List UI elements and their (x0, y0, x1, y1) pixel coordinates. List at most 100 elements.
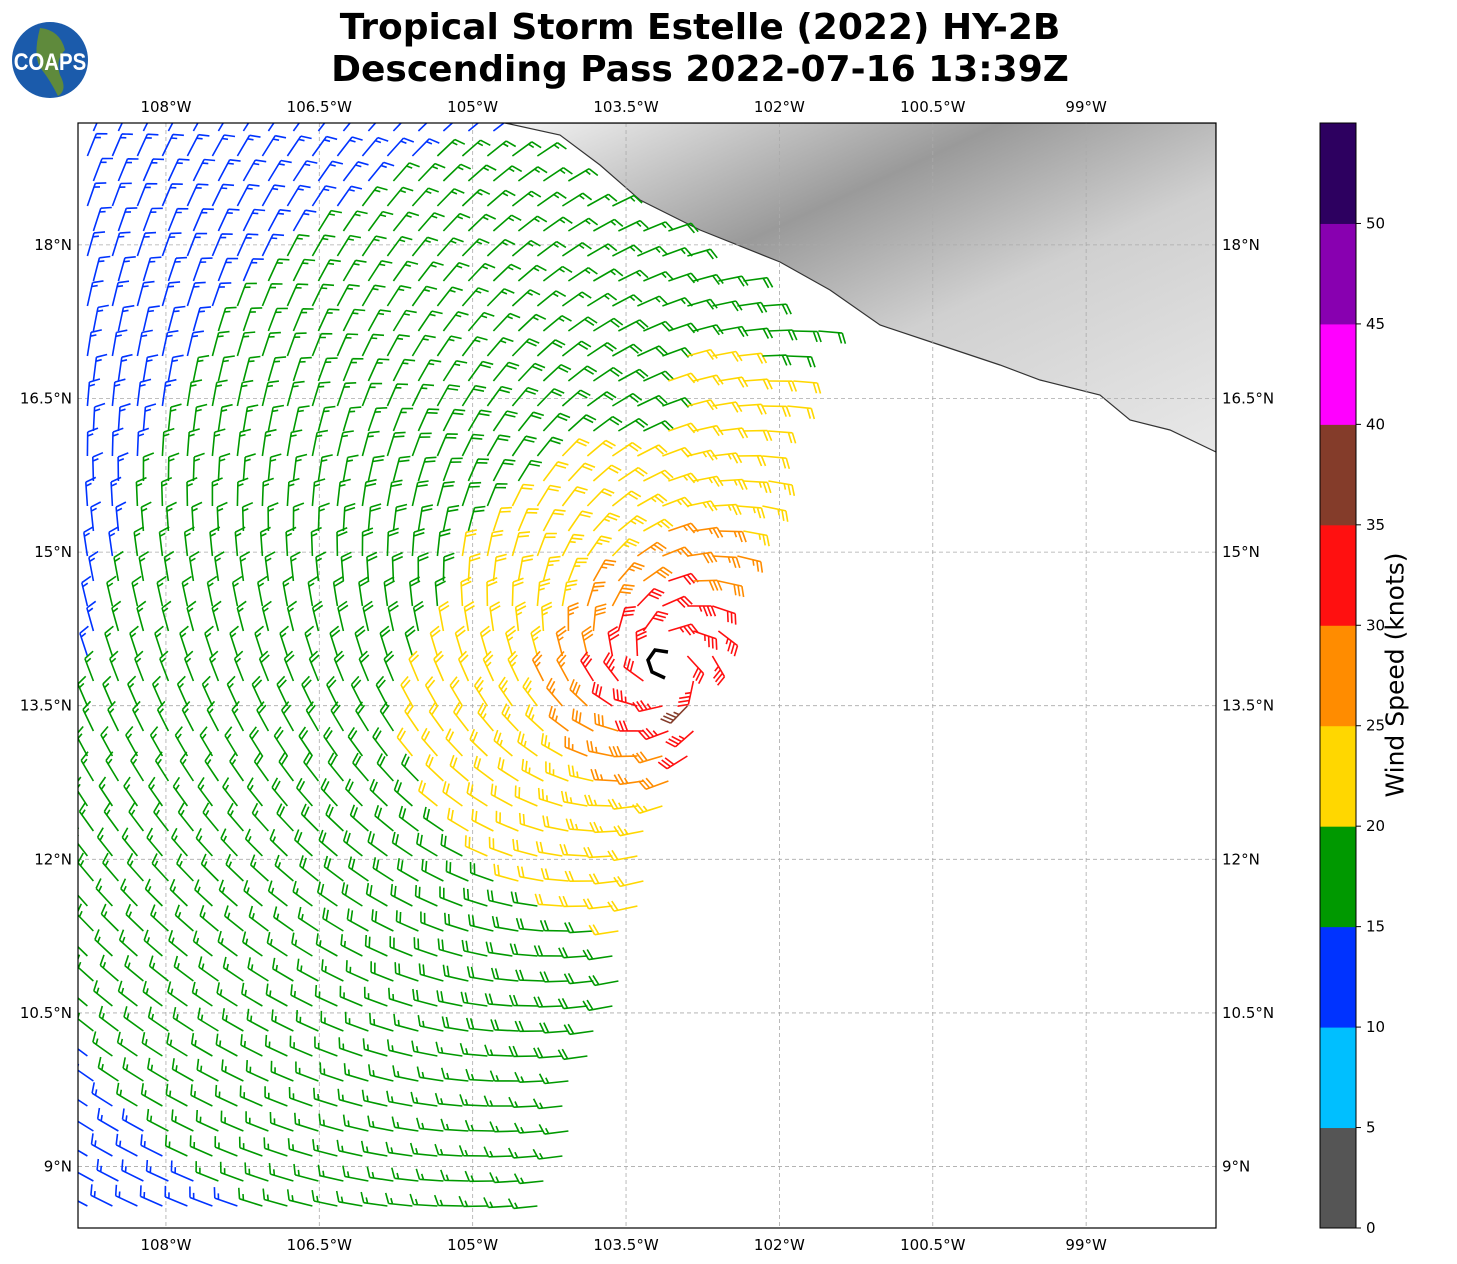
wind-barb (176, 853, 194, 882)
wind-barb (171, 1058, 194, 1082)
wind-barb (367, 210, 394, 232)
wind-barb (511, 190, 542, 207)
lat-tick-label-left: 12°N (34, 850, 72, 868)
wind-barb (314, 984, 338, 1007)
colorbar-tick-label: 0 (1366, 1219, 1376, 1237)
wind-barb (100, 903, 119, 932)
wind-barb (126, 852, 144, 882)
wind-barb (120, 878, 138, 907)
wind-barb (542, 815, 569, 832)
wind-barb (524, 704, 544, 732)
wind-barb (425, 754, 444, 782)
wind-barb (511, 577, 524, 607)
wind-barb (563, 1023, 594, 1036)
wind-barb (242, 404, 259, 432)
wind-barb (567, 414, 597, 432)
wind-barb (304, 625, 315, 657)
wind-barb (404, 625, 416, 657)
wind-barb (412, 600, 425, 632)
wind-barb (442, 311, 469, 332)
wind-barb (517, 459, 543, 482)
wind-barb (361, 1089, 388, 1107)
wind-barb (240, 1034, 263, 1057)
wind-barb (762, 455, 791, 470)
wind-barb (445, 728, 463, 757)
wind-barb (140, 1134, 163, 1157)
wind-barb (192, 403, 208, 432)
wind-barb (592, 415, 623, 432)
wind-barb (586, 243, 618, 257)
wind-barb (337, 600, 349, 632)
wind-barb (100, 725, 114, 757)
wind-barb (337, 1088, 363, 1107)
wind-barb (555, 625, 567, 657)
wind-barb (495, 810, 519, 832)
wind-barb (484, 1044, 513, 1057)
wind-barb (236, 331, 256, 357)
wind-barb (436, 481, 455, 507)
wind-barb (762, 405, 791, 417)
wind-barb (558, 947, 588, 959)
wind-barb (536, 388, 565, 407)
wind-barb (548, 705, 569, 732)
wind-barb (400, 753, 419, 782)
wind-barb (186, 600, 197, 632)
wind-barb (242, 159, 267, 182)
wind-barb (181, 700, 195, 732)
wind-barb (168, 930, 188, 957)
wind-barb (318, 829, 338, 857)
wind-barb (623, 656, 644, 682)
wind-barb (161, 133, 184, 157)
wind-barb (469, 728, 488, 757)
wind-barb (181, 575, 192, 607)
wind-barb (466, 966, 494, 982)
wind-barb (511, 141, 542, 157)
wind-barb (272, 957, 294, 982)
colorbar-tick-label: 50 (1366, 214, 1385, 232)
wind-barb (642, 566, 673, 582)
wind-barb (169, 878, 188, 907)
wind-barb (618, 219, 649, 232)
wind-barb (514, 785, 538, 807)
wind-barb (369, 778, 388, 807)
wind-barb (533, 996, 563, 1008)
wind-barb (593, 218, 624, 232)
wind-barb (352, 752, 370, 782)
wind-barb (514, 601, 527, 632)
wind-barb (491, 915, 519, 932)
wind-barb (386, 383, 409, 407)
wind-barb (111, 329, 128, 357)
wind-barb (226, 675, 239, 707)
wind-barb (213, 1187, 238, 1207)
wind-barb (593, 712, 619, 732)
wind-barb (489, 1172, 519, 1184)
wind-barb (489, 1121, 519, 1133)
wind-barb (413, 937, 438, 957)
wind-barb (467, 914, 494, 932)
wind-barb (318, 1113, 344, 1132)
wind-barb (241, 982, 263, 1007)
wind-barb (517, 554, 534, 582)
wind-barb (489, 601, 501, 632)
wind-barb (199, 904, 219, 932)
colorbar-segment (1320, 223, 1356, 325)
wind-barb (236, 183, 260, 207)
wind-barb (561, 291, 592, 307)
wind-barb (244, 828, 263, 857)
wind-barb (398, 805, 419, 832)
wind-barb (517, 362, 546, 382)
wind-barb (367, 830, 388, 857)
colorbar-segment (1320, 826, 1356, 928)
wind-barb (136, 378, 152, 407)
wind-barb (78, 945, 88, 957)
wind-barb (364, 934, 388, 957)
wind-barb (411, 432, 432, 457)
wind-barb (166, 1032, 188, 1057)
wind-barb (279, 625, 290, 657)
wind-barb (567, 557, 589, 582)
wind-barb (442, 163, 472, 182)
wind-barb (386, 186, 414, 207)
wind-barb (167, 256, 188, 282)
wind-barb (611, 441, 642, 457)
wind-barb (391, 1116, 419, 1132)
